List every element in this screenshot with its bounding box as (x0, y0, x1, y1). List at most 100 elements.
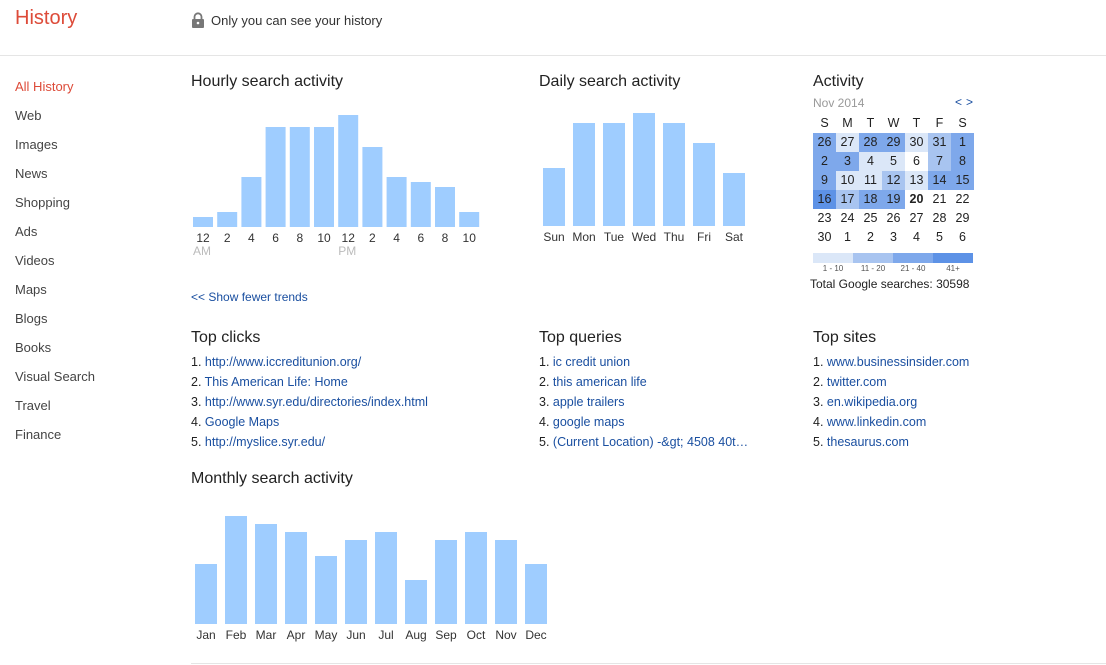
calendar-day[interactable]: 2 (813, 152, 836, 171)
calendar-day[interactable]: 10 (836, 171, 859, 190)
x-tick-label: Sep (435, 628, 457, 642)
calendar-day[interactable]: 25 (863, 211, 878, 225)
calendar-day[interactable]: 28 (859, 133, 882, 152)
calendar-day[interactable]: 16 (813, 190, 836, 209)
calendar-day[interactable]: 27 (909, 211, 924, 225)
calendar-day[interactable]: 26 (886, 211, 901, 225)
top-clicks-title: Top clicks (191, 329, 261, 346)
calendar-day[interactable]: 11 (859, 171, 882, 190)
calendar-day[interactable]: 4 (859, 152, 882, 171)
calendar-day[interactable]: 6 (959, 230, 966, 244)
sidebar-item-shopping[interactable]: Shopping (15, 195, 70, 210)
calendar-day[interactable]: 26 (813, 133, 836, 152)
app-title[interactable]: History (15, 7, 78, 29)
daily-chart-svg: Sun Mon Tue Wed Thu Fri Sat (543, 113, 745, 244)
sidebar-item-finance[interactable]: Finance (15, 427, 62, 442)
chart-bar (285, 532, 307, 624)
calendar-day[interactable]: 17 (836, 190, 859, 209)
sidebar-item-visual-search[interactable]: Visual Search (15, 369, 95, 384)
chart-bar (723, 173, 745, 226)
calendar-day[interactable]: 2 (867, 230, 874, 244)
calendar-day[interactable]: 1 (844, 230, 851, 244)
sidebar-nav: All History Web Images News Shopping Ads… (15, 79, 95, 456)
calendar-day[interactable]: 13 (905, 171, 928, 190)
top-click-link[interactable]: Google Maps (204, 415, 280, 429)
sidebar-item-all-history[interactable]: All History (15, 79, 74, 94)
activity-calendar: S M T W T F S 26 27 28 29 30 31 1 2 3 4 5 6 7 8 9 10 11 12 13 14 15… (813, 114, 974, 247)
sidebar-item-blogs[interactable]: Blogs (15, 311, 48, 326)
sidebar-item-web[interactable]: Web (15, 108, 42, 123)
sidebar-item-ads[interactable]: Ads (15, 224, 38, 239)
top-query-link[interactable]: this american life (552, 375, 647, 389)
top-clicks-list: 1. http://www.iccreditunion.org/ 2. This… (191, 352, 428, 452)
calendar-day[interactable]: 30 (905, 133, 928, 152)
calendar-day[interactable]: 29 (882, 133, 905, 152)
list-item: 1. ic credit union (539, 355, 631, 369)
weekday-label: W (887, 116, 900, 130)
weekday-label: S (958, 116, 967, 130)
chart-bar (386, 177, 407, 227)
top-queries-list: 1. ic credit union 2. this american life… (539, 352, 748, 452)
top-click-link[interactable]: http://myslice.syr.edu/ (204, 435, 326, 449)
x-tick-label: Oct (467, 628, 486, 642)
calendar-day[interactable]: 15 (951, 171, 974, 190)
chart-bar (314, 127, 334, 227)
calendar-day[interactable]: 12 (882, 171, 905, 190)
chart-bar (633, 113, 655, 226)
top-click-link[interactable]: http://www.iccreditunion.org/ (204, 355, 362, 369)
calendar-day[interactable]: 1 (951, 133, 974, 152)
sidebar-item-books[interactable]: Books (15, 340, 52, 355)
calendar-day[interactable]: 31 (928, 133, 951, 152)
legend-item: 41+ (933, 253, 973, 273)
show-fewer-trends-link[interactable]: << Show fewer trends (191, 290, 308, 304)
x-tick-label: Jan (196, 628, 215, 642)
legend-swatch (933, 253, 973, 263)
calendar-day[interactable]: 20 (909, 192, 924, 206)
monthly-chart-svg: Jan Feb Mar Apr May Jun Jul Aug Sep Oct Nov Dec (195, 516, 547, 642)
calendar-day[interactable]: 24 (840, 211, 855, 225)
calendar-day[interactable]: 5 (936, 230, 943, 244)
top-click-link[interactable]: http://www.syr.edu/directories/index.htm… (204, 395, 428, 409)
calendar-day[interactable]: 21 (932, 192, 947, 206)
calendar-next-button[interactable]: > (966, 95, 974, 109)
calendar-day[interactable]: 9 (813, 171, 836, 190)
calendar-week-row: 30 1 2 3 4 5 6 (813, 228, 974, 247)
sidebar-item-travel[interactable]: Travel (15, 398, 51, 413)
calendar-day[interactable]: 19 (882, 190, 905, 209)
calendar-day[interactable]: 8 (951, 152, 974, 171)
x-sub-label: PM (338, 244, 356, 258)
x-tick-label: Mon (572, 230, 595, 244)
top-query-link[interactable]: google maps (552, 415, 625, 429)
calendar-day[interactable]: 3 (890, 230, 897, 244)
top-query-link[interactable]: apple trailers (552, 395, 625, 409)
legend-item: 21 - 40 (893, 253, 933, 273)
calendar-day[interactable]: 5 (882, 152, 905, 171)
calendar-day[interactable]: 30 (817, 230, 832, 244)
sidebar-item-images[interactable]: Images (15, 137, 58, 152)
sidebar-item-maps[interactable]: Maps (15, 282, 47, 297)
top-site-link[interactable]: www.linkedin.com (826, 415, 927, 429)
calendar-day[interactable]: 27 (836, 133, 859, 152)
top-site-link[interactable]: thesaurus.com (826, 435, 909, 449)
top-site-link[interactable]: www.businessinsider.com (826, 355, 970, 369)
calendar-day[interactable]: 22 (955, 192, 970, 206)
top-query-link[interactable]: (Current Location) -&gt; 4508 40t… (552, 435, 749, 449)
calendar-day[interactable]: 7 (928, 152, 951, 171)
calendar-day[interactable]: 4 (913, 230, 920, 244)
calendar-prev-button[interactable]: < (955, 95, 963, 109)
calendar-day[interactable]: 18 (859, 190, 882, 209)
daily-chart-title: Daily search activity (539, 73, 681, 90)
sidebar-item-news[interactable]: News (15, 166, 48, 181)
calendar-day[interactable]: 29 (955, 211, 970, 225)
calendar-day[interactable]: 14 (928, 171, 951, 190)
calendar-day[interactable]: 3 (836, 152, 859, 171)
calendar-day[interactable]: 23 (817, 211, 832, 225)
top-query-link[interactable]: ic credit union (552, 355, 631, 369)
calendar-day[interactable]: 28 (932, 211, 947, 225)
sidebar-item-videos[interactable]: Videos (15, 253, 55, 268)
legend-item: 1 - 10 (813, 253, 853, 273)
top-click-link[interactable]: This American Life: Home (204, 375, 348, 389)
top-site-link[interactable]: twitter.com (826, 375, 887, 389)
calendar-day[interactable]: 6 (913, 154, 920, 168)
top-site-link[interactable]: en.wikipedia.org (826, 395, 918, 409)
